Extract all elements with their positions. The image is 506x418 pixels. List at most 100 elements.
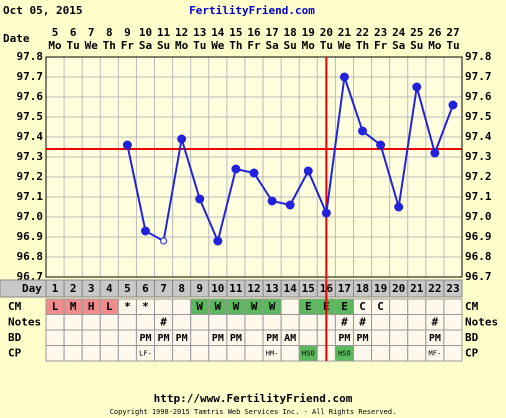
footer-url[interactable]: http://www.FertilityFriend.com (154, 392, 353, 405)
table-cell (298, 329, 318, 346)
date-label: 17 (265, 26, 278, 39)
table-cell (280, 314, 300, 331)
cell-text: * (124, 300, 131, 313)
y-tick-label: 97.7 (17, 70, 44, 83)
day-number: 21 (410, 282, 424, 295)
cell-text: PM (429, 333, 441, 344)
y-tick-label: 97.0 (465, 210, 492, 223)
cell-text: PM (212, 333, 224, 344)
date-label: 14 (211, 26, 225, 39)
table-cell (63, 329, 83, 346)
date-label: 21 (338, 26, 352, 39)
temperature-point (376, 140, 386, 150)
weekday-label: Tu (67, 39, 80, 52)
weekday-label: We (211, 39, 225, 52)
date-label: 13 (193, 26, 206, 39)
table-cell (244, 345, 264, 362)
copyright: Copyright 1998-2015 Tamtris Web Services… (110, 408, 397, 416)
table-cell (226, 345, 246, 362)
cell-text: W (215, 300, 222, 313)
row-label: BD (465, 331, 479, 344)
date-label: 15 (229, 26, 242, 39)
day-number: 8 (178, 282, 185, 295)
day-number: 6 (142, 282, 149, 295)
cell-text: AM (284, 333, 296, 344)
table-cell (389, 298, 409, 315)
weekday-label: Fr (121, 39, 135, 52)
y-tick-label: 96.9 (465, 230, 492, 243)
temperature-point (394, 202, 404, 212)
table-cell (117, 345, 137, 362)
cell-text: W (233, 300, 240, 313)
temperature-point (339, 72, 349, 82)
weekday-label: We (338, 39, 352, 52)
row-label: CP (8, 346, 22, 359)
weekday-label: Tu (320, 39, 333, 52)
y-tick-label: 97.5 (17, 110, 44, 123)
temperature-point (249, 168, 259, 178)
day-number: 17 (338, 282, 351, 295)
cell-text: * (142, 300, 149, 313)
row-label: BD (8, 331, 22, 344)
day-number: 2 (70, 282, 77, 295)
table-cell (81, 314, 101, 331)
table-cell (244, 329, 264, 346)
weekday-label: Su (410, 39, 423, 52)
temperature-point (195, 194, 205, 204)
table-cell (226, 314, 246, 331)
weekday-label: Mo (48, 39, 62, 52)
date-label: 22 (356, 26, 369, 39)
table-cell (371, 329, 391, 346)
cell-text: PM (338, 333, 350, 344)
date-label: 20 (320, 26, 333, 39)
weekday-label: Sa (265, 39, 278, 52)
table-cell (208, 314, 228, 331)
y-tick-label: 97.0 (17, 210, 44, 223)
table-cell (172, 298, 192, 315)
date-label: 8 (106, 26, 113, 39)
plot-border (45, 56, 463, 278)
date-label: 9 (124, 26, 131, 39)
day-number: 18 (356, 282, 369, 295)
cell-text: HSO (302, 349, 315, 357)
row-label: CP (465, 346, 479, 359)
cell-text: L (52, 300, 59, 313)
day-number: 15 (302, 282, 315, 295)
table-cell (154, 298, 174, 315)
weekday-label: Mo (175, 39, 189, 52)
temperature-point (303, 166, 313, 176)
date-label: 23 (374, 26, 387, 39)
weekday-label: Th (103, 39, 116, 52)
row-label: Notes (465, 315, 498, 328)
cell-text: HSO (338, 349, 351, 357)
y-tick-label: 97.3 (17, 150, 44, 163)
table-cell (117, 329, 137, 346)
table-cell (172, 345, 192, 362)
temperature-point (160, 237, 168, 245)
table-cell (389, 329, 409, 346)
date-label: 11 (157, 26, 171, 39)
temperature-point (321, 208, 331, 218)
table-cell (407, 329, 427, 346)
site-link[interactable]: FertilityFriend.com (189, 4, 315, 17)
table-cell (99, 345, 119, 362)
chart-date: Oct 05, 2015 (3, 4, 82, 17)
temperature-point (412, 82, 422, 92)
weekday-label: Su (157, 39, 170, 52)
date-label: 12 (175, 26, 188, 39)
table-cell (425, 298, 445, 315)
table-cell (443, 298, 463, 315)
day-number: 13 (265, 282, 278, 295)
table-cell (172, 314, 192, 331)
table-cell (371, 314, 391, 331)
cell-text: W (269, 300, 276, 313)
temperature-point (448, 100, 458, 110)
table-cell (407, 298, 427, 315)
table-cell (99, 314, 119, 331)
y-tick-label: 96.9 (17, 230, 44, 243)
table-cell (81, 345, 101, 362)
day-number: 19 (374, 282, 387, 295)
weekday-label: Sa (139, 39, 152, 52)
day-number: 7 (160, 282, 167, 295)
y-tick-label: 97.2 (465, 170, 492, 183)
